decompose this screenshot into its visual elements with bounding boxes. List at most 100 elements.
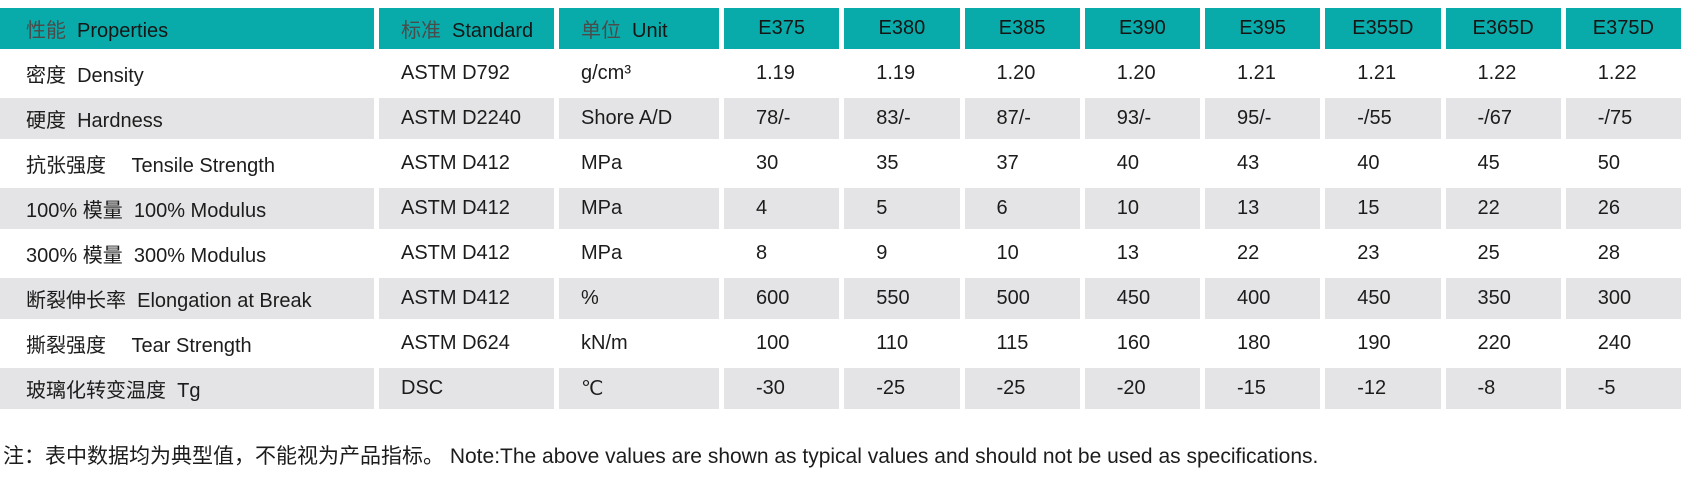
value-cell: 23	[1325, 233, 1441, 274]
unit-cell: g/cm³	[559, 53, 719, 94]
standard-cell: ASTM D412	[379, 278, 554, 319]
value-cell: 1.20	[1084, 53, 1200, 94]
unit-header-zh: 单位	[581, 20, 621, 42]
value-cell: 600	[724, 278, 840, 319]
grade-column-header: E375	[724, 8, 840, 49]
table-row: 断裂伸长率 Elongation at Break ASTM D412% 600 55…	[0, 278, 1681, 319]
table-row: 抗张强度 Tensile Strength ASTM D412 MPa 30 35 37 4…	[0, 143, 1681, 184]
value-cell: 30	[724, 143, 840, 184]
value-cell: 15	[1325, 188, 1441, 229]
value-cell: -/67	[1445, 98, 1561, 139]
property-cell: 密度 Density	[0, 53, 374, 94]
value-cell: 1.21	[1325, 53, 1441, 94]
table-row: 撕裂强度 Tear Strength ASTM D624 kN/m 100 110 115…	[0, 323, 1681, 364]
grade-column-header: E380	[844, 8, 960, 49]
value-cell: 220	[1445, 323, 1561, 364]
standard-cell: ASTM D412	[379, 188, 554, 229]
value-cell: 8	[724, 233, 840, 274]
value-cell: 1.22	[1445, 53, 1561, 94]
value-cell: 500	[964, 278, 1080, 319]
value-cell: -15	[1205, 368, 1321, 409]
grade-column-header: E375D	[1565, 8, 1681, 49]
unit-cell: ℃	[559, 368, 719, 409]
value-cell: 190	[1325, 323, 1441, 364]
value-cell: 45	[1445, 143, 1561, 184]
table-row: 玻璃化转变温度 Tg DSC ℃ -30 -25 -25 -20 -15 -12 -8 -5	[0, 368, 1681, 409]
value-cell: 95/-	[1205, 98, 1321, 139]
properties-column-header: 性能 Properties	[0, 8, 374, 49]
value-cell: -30	[724, 368, 840, 409]
value-cell: 22	[1445, 188, 1561, 229]
value-cell: 115	[964, 323, 1080, 364]
value-cell: 83/-	[844, 98, 960, 139]
value-cell: 6	[964, 188, 1080, 229]
table-row: 密度 Density ASTM D792 g/cm³ 1.19 1.19 1.20 1.20…	[0, 53, 1681, 94]
value-cell: 10	[1084, 188, 1200, 229]
footnote: 注：表中数据均为典型值，不能视为产品指标。 Note:The above val…	[3, 445, 1319, 468]
value-cell: 28	[1565, 233, 1681, 274]
table-row: 100% 模量 100% Modulus ASTM D412 MPa 4 5 6 10 13 1…	[0, 188, 1681, 229]
property-cell: 100% 模量 100% Modulus	[0, 188, 374, 229]
grade-column-header: E385	[964, 8, 1080, 49]
table-row: 硬度 Hardness ASTM D2240 Shore A/D 78/- 83/- 87…	[0, 98, 1681, 139]
value-cell: 22	[1205, 233, 1321, 274]
property-cell: 撕裂强度 Tear Strength	[0, 323, 374, 364]
value-cell: 4	[724, 188, 840, 229]
table-row: 300% 模量 300% Modulus ASTM D412 MPa 8 9 10 13 22…	[0, 233, 1681, 274]
value-cell: 9	[844, 233, 960, 274]
property-cell: 断裂伸长率 Elongation at Break	[0, 278, 374, 319]
standard-column-header: 标准 Standard	[379, 8, 554, 49]
property-cell: 抗张强度 Tensile Strength	[0, 143, 374, 184]
unit-cell: %	[559, 278, 719, 319]
value-cell: 550	[844, 278, 960, 319]
value-cell: 1.21	[1205, 53, 1321, 94]
value-cell: 450	[1325, 278, 1441, 319]
unit-header-en: Unit	[632, 20, 668, 42]
value-cell: -8	[1445, 368, 1561, 409]
value-cell: 100	[724, 323, 840, 364]
grade-column-header: E365D	[1445, 8, 1561, 49]
value-cell: 50	[1565, 143, 1681, 184]
value-cell: 450	[1084, 278, 1200, 319]
grade-column-header: E395	[1205, 8, 1321, 49]
standard-cell: ASTM D412	[379, 233, 554, 274]
standard-cell: ASTM D792	[379, 53, 554, 94]
property-cell: 硬度 Hardness	[0, 98, 374, 139]
value-cell: 5	[844, 188, 960, 229]
properties-table: 性能 Properties 标准 Standard 单位 Unit E375 E380 E…	[0, 4, 1681, 413]
value-cell: 1.20	[964, 53, 1080, 94]
value-cell: 400	[1205, 278, 1321, 319]
value-cell: 10	[964, 233, 1080, 274]
standard-header-zh: 标准	[401, 20, 441, 42]
value-cell: 13	[1205, 188, 1321, 229]
standard-cell: DSC	[379, 368, 554, 409]
value-cell: 43	[1205, 143, 1321, 184]
value-cell: 240	[1565, 323, 1681, 364]
value-cell: 110	[844, 323, 960, 364]
value-cell: 1.22	[1565, 53, 1681, 94]
unit-cell: MPa	[559, 143, 719, 184]
value-cell: 93/-	[1084, 98, 1200, 139]
value-cell: 1.19	[844, 53, 960, 94]
grade-column-header: E390	[1084, 8, 1200, 49]
value-cell: 160	[1084, 323, 1200, 364]
value-cell: 350	[1445, 278, 1561, 319]
unit-cell: Shore A/D	[559, 98, 719, 139]
standard-cell: ASTM D624	[379, 323, 554, 364]
value-cell: 37	[964, 143, 1080, 184]
value-cell: -25	[964, 368, 1080, 409]
value-cell: 78/-	[724, 98, 840, 139]
value-cell: 13	[1084, 233, 1200, 274]
value-cell: 40	[1325, 143, 1441, 184]
value-cell: -/55	[1325, 98, 1441, 139]
value-cell: 35	[844, 143, 960, 184]
value-cell: 40	[1084, 143, 1200, 184]
properties-header-zh: 性能	[26, 20, 66, 42]
value-cell: 26	[1565, 188, 1681, 229]
value-cell: 87/-	[964, 98, 1080, 139]
unit-cell: kN/m	[559, 323, 719, 364]
value-cell: 300	[1565, 278, 1681, 319]
value-cell: 180	[1205, 323, 1321, 364]
unit-cell: MPa	[559, 233, 719, 274]
